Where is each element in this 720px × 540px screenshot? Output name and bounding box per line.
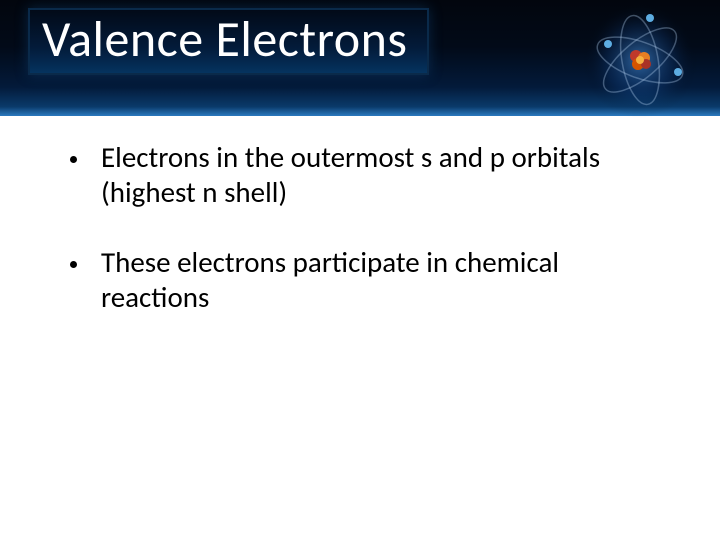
slide-content: Electrons in the outermost s and p orbit… (70, 140, 670, 350)
bullet-text: Electrons in the outermost s and p orbit… (101, 140, 670, 211)
bullet-item: Electrons in the outermost s and p orbit… (70, 140, 670, 211)
slide-title: Valence Electrons (42, 12, 407, 67)
bullet-dot-icon (70, 261, 77, 268)
title-box: Valence Electrons (28, 8, 429, 75)
bullet-item: These electrons participate in chemical … (70, 245, 670, 316)
bullet-dot-icon (70, 156, 77, 163)
atom-icon (580, 0, 700, 120)
bullet-text: These electrons participate in chemical … (101, 245, 670, 316)
